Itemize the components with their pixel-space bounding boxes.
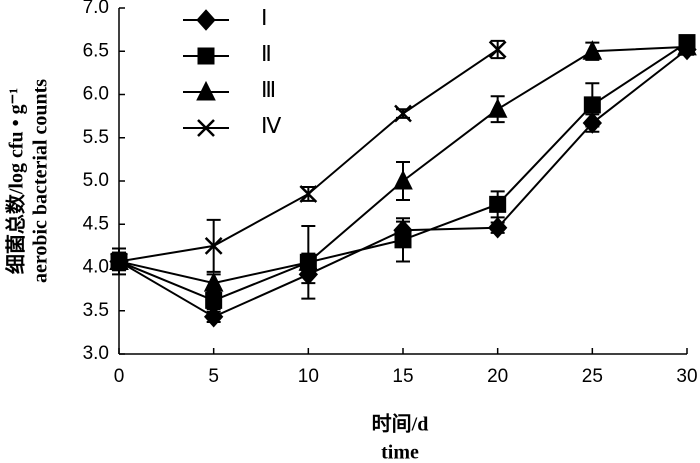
legend-label: Ⅰ bbox=[261, 5, 268, 30]
marker bbox=[394, 231, 412, 249]
legend-label: Ⅲ bbox=[261, 77, 276, 102]
marker bbox=[205, 291, 223, 309]
marker bbox=[393, 169, 413, 190]
marker bbox=[582, 40, 603, 60]
marker bbox=[487, 216, 508, 239]
marker bbox=[488, 40, 507, 59]
y-tick-label: 5.5 bbox=[83, 127, 109, 148]
y-tick-label: 5.0 bbox=[83, 170, 109, 191]
x-tick-label: 10 bbox=[298, 366, 319, 387]
marker bbox=[298, 251, 319, 271]
legend-label: Ⅱ bbox=[261, 41, 272, 66]
x-tick-label: 30 bbox=[676, 366, 697, 387]
marker bbox=[394, 104, 412, 123]
y-tick-label: 4.0 bbox=[83, 257, 109, 278]
marker bbox=[489, 195, 507, 213]
x-tick-label: 20 bbox=[487, 366, 508, 387]
y-tick-label: 3.5 bbox=[83, 300, 109, 321]
x-axis-label: time bbox=[381, 442, 419, 463]
marker bbox=[196, 80, 216, 101]
marker bbox=[197, 47, 215, 65]
legend-label: Ⅳ bbox=[261, 113, 282, 138]
marker bbox=[299, 185, 318, 203]
y-axis-label: 细菌总数/log cfu • g⁻¹ bbox=[4, 88, 28, 274]
x-tick-label: 0 bbox=[114, 366, 125, 387]
x-axis-label: 时间/d bbox=[372, 413, 429, 436]
marker bbox=[204, 236, 223, 255]
marker bbox=[110, 252, 128, 271]
x-tick-label: 15 bbox=[392, 366, 413, 387]
y-axis-label: aerobic bacterial counts bbox=[30, 79, 52, 283]
marker bbox=[487, 98, 508, 118]
y-tick-label: 7.0 bbox=[83, 0, 109, 18]
x-tick-label: 5 bbox=[208, 366, 219, 387]
y-tick-label: 6.0 bbox=[83, 84, 109, 105]
marker bbox=[677, 35, 697, 56]
marker bbox=[203, 306, 224, 328]
marker bbox=[197, 119, 215, 137]
marker bbox=[203, 271, 224, 292]
marker bbox=[583, 96, 601, 114]
y-tick-label: 3.0 bbox=[83, 343, 109, 364]
y-tick-label: 6.5 bbox=[83, 40, 109, 61]
y-tick-label: 4.5 bbox=[83, 213, 109, 234]
marker bbox=[196, 9, 216, 31]
x-tick-label: 25 bbox=[582, 366, 603, 387]
